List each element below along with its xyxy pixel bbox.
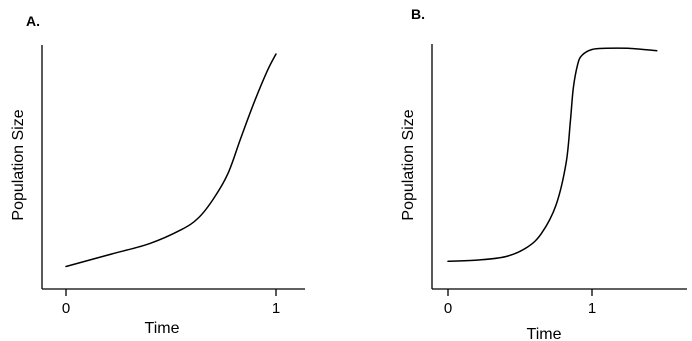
x-tick-label: 1: [272, 300, 280, 317]
x-axis-label: Time: [527, 326, 562, 341]
x-tick-label: 0: [62, 300, 70, 317]
y-axis-label: Population Size: [400, 109, 417, 220]
x-tick-label: 1: [588, 300, 596, 317]
panel-b: B. Population Size Time 0 1: [400, 6, 687, 341]
x-tick-label: 0: [444, 300, 452, 317]
panel-a: A. Population Size Time 0 1: [10, 13, 305, 337]
population-curve: [447, 47, 658, 263]
panel-label: B.: [411, 6, 425, 22]
y-axis-label: Population Size: [10, 109, 27, 220]
x-axis-label: Time: [145, 320, 180, 337]
population-curve: [65, 53, 277, 268]
panel-label: A.: [26, 13, 40, 29]
